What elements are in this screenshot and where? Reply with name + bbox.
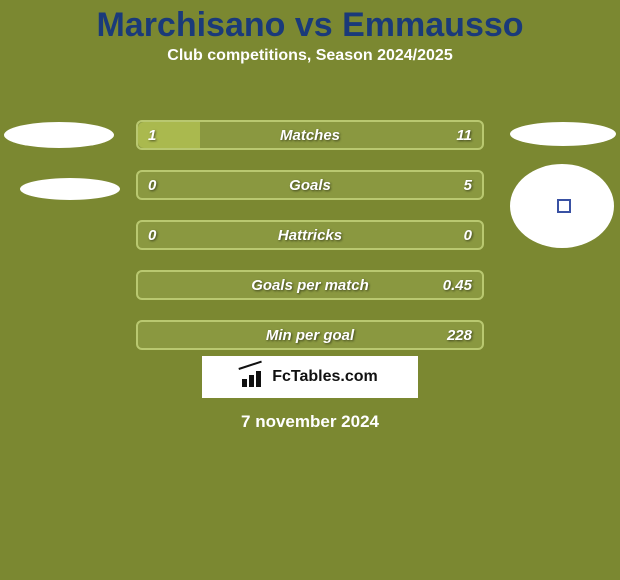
stat-row: Min per goal 228 (136, 320, 484, 350)
stat-right-value: 11 (456, 127, 472, 144)
brand-text: FcTables.com (272, 368, 378, 386)
stat-label: Hattricks (278, 227, 342, 244)
stat-right-value: 0 (464, 227, 472, 244)
comparison-infographic: Marchisano vs Emmausso Club competitions… (0, 0, 620, 580)
stat-row: Goals per match 0.45 (136, 270, 484, 300)
stat-bars: 1 Matches 11 0 Goals 5 0 Hattricks 0 Goals per ma… (136, 120, 484, 370)
page-subtitle: Club competitions, Season 2024/2025 (0, 47, 620, 65)
player-left-avatar-top (4, 122, 114, 148)
stat-right-value: 228 (447, 327, 472, 344)
placeholder-icon (557, 199, 571, 213)
stat-label: Matches (280, 127, 340, 144)
date-text: 7 november 2024 (0, 412, 620, 432)
player-right-avatar-bottom (510, 164, 614, 248)
stat-label: Goals (289, 177, 331, 194)
stat-right-value: 0.45 (443, 277, 472, 294)
stat-left-value: 0 (148, 227, 156, 244)
stat-row: 1 Matches 11 (136, 120, 484, 150)
stat-right-value: 5 (464, 177, 472, 194)
stat-left-value: 0 (148, 177, 156, 194)
player-left-avatar-bottom (20, 178, 120, 200)
bar-chart-icon (242, 367, 266, 387)
stat-left-value: 1 (148, 127, 156, 144)
brand-badge: FcTables.com (202, 356, 418, 398)
stat-label: Min per goal (266, 327, 354, 344)
player-right-avatar-top (510, 122, 616, 146)
stat-row: 0 Goals 5 (136, 170, 484, 200)
page-title: Marchisano vs Emmausso (0, 0, 620, 45)
stat-row: 0 Hattricks 0 (136, 220, 484, 250)
stat-label: Goals per match (251, 277, 369, 294)
